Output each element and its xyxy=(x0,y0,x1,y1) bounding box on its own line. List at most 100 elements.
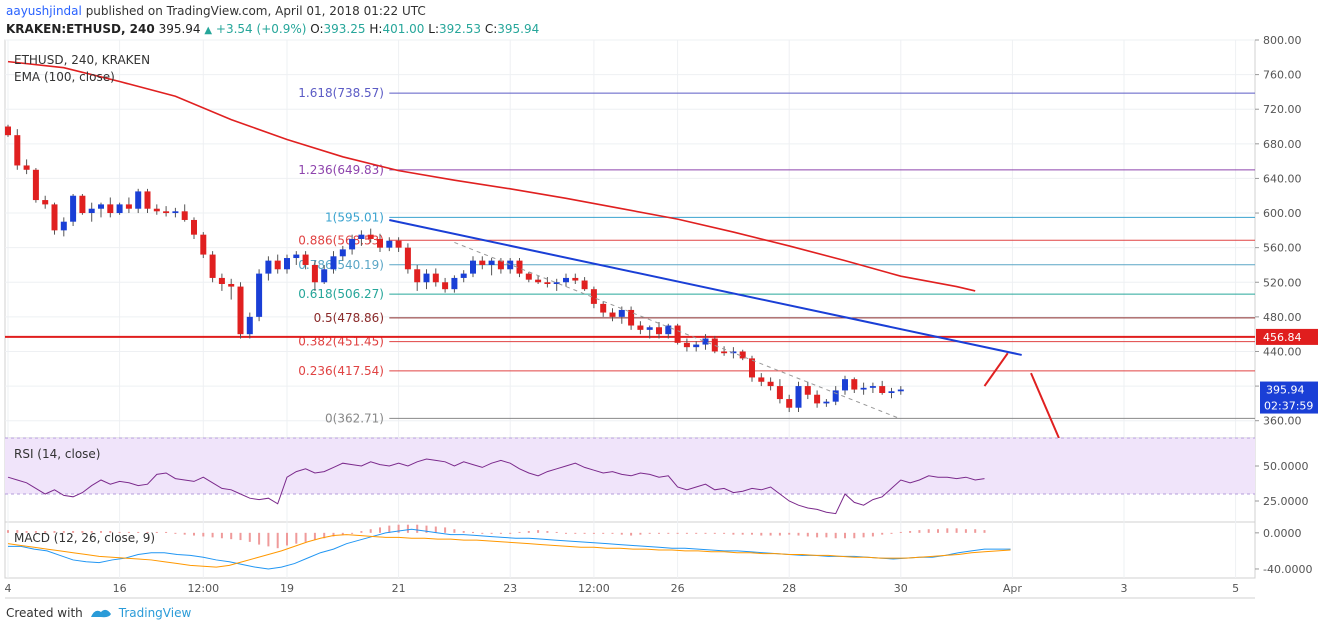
fib-level-label: 0(362.71) xyxy=(325,411,384,425)
macd-histogram-bar xyxy=(286,532,288,546)
footer: Created with TradingView xyxy=(6,606,191,620)
candle-up xyxy=(869,386,876,388)
y-tick-label: 600.00 xyxy=(1263,207,1302,220)
fib-level-label: 0.236(417.54) xyxy=(298,364,384,378)
candle-down xyxy=(637,325,644,330)
fib-level-label: 0.382(451.45) xyxy=(298,335,384,349)
macd-histogram-bar xyxy=(34,531,37,533)
macd-histogram-bar xyxy=(211,532,214,538)
macd-title: MACD (12, 26, close, 9) xyxy=(14,531,155,545)
macd-histogram-bar xyxy=(453,529,456,533)
candle-up xyxy=(70,195,77,222)
macd-histogram-bar xyxy=(620,532,623,535)
candle-down xyxy=(628,309,635,326)
macd-histogram-bar xyxy=(351,532,354,534)
macd-histogram-bar xyxy=(648,532,651,534)
y-tick-label: 680.00 xyxy=(1263,138,1302,151)
macd-histogram-bar xyxy=(499,532,502,534)
candle-up xyxy=(460,273,467,278)
macd-histogram-bar xyxy=(72,531,75,533)
candle-down xyxy=(51,204,58,231)
candle-down xyxy=(767,381,774,387)
price-countdown: 02:37:59 xyxy=(1264,400,1313,413)
candle-down xyxy=(749,358,755,378)
macd-tick-label: 0.0000 xyxy=(1263,527,1302,540)
rsi-title: RSI (14, close) xyxy=(14,447,100,461)
macd-histogram-bar xyxy=(416,524,419,533)
macd-histogram-bar xyxy=(611,532,614,534)
macd-histogram-bar xyxy=(202,532,205,537)
main-pane-title: ETHUSD, 240, KRAKEN xyxy=(14,53,150,67)
rsi-band xyxy=(5,438,1255,494)
candle-down xyxy=(572,277,579,281)
candle-up xyxy=(646,327,653,330)
candle-down xyxy=(674,325,681,343)
candle-down xyxy=(442,282,449,290)
candle-down xyxy=(683,342,690,348)
candle-up xyxy=(553,282,560,284)
macd-histogram-bar xyxy=(983,530,986,533)
candle-up xyxy=(98,204,104,209)
author-link[interactable]: aayushjindal xyxy=(6,4,82,18)
candle-up xyxy=(339,249,346,257)
tradingview-brand[interactable]: TradingView xyxy=(118,606,192,620)
candle-up xyxy=(116,204,123,214)
candle-down xyxy=(786,399,793,408)
macd-histogram-bar xyxy=(509,532,512,534)
macd-histogram-bar xyxy=(100,531,102,533)
macd-histogram-bar xyxy=(825,532,828,538)
last-price: 395.94 xyxy=(158,22,201,36)
macd-histogram-bar xyxy=(323,532,326,539)
candle-up xyxy=(860,387,867,390)
macd-histogram-bar xyxy=(341,532,344,535)
macd-histogram-bar xyxy=(248,532,251,542)
candle-down xyxy=(711,338,718,352)
candle-down xyxy=(32,169,39,201)
fib-level-label: 0.5(478.86) xyxy=(314,311,384,325)
candle-down xyxy=(107,204,114,214)
candle-down xyxy=(535,279,542,283)
macd-histogram-bar xyxy=(518,531,521,533)
macd-histogram-bar xyxy=(462,531,465,533)
macd-histogram-bar xyxy=(444,527,447,533)
candle-up xyxy=(135,191,142,209)
price-tag-label: 395.94 xyxy=(1266,384,1305,397)
candle-up xyxy=(488,260,495,265)
candle-up xyxy=(321,269,328,283)
macd-histogram-bar xyxy=(109,531,112,533)
open-value: 393.25 xyxy=(323,22,366,36)
macd-histogram-bar xyxy=(862,532,865,538)
x-tick-label: 5 xyxy=(1232,582,1239,595)
rsi-tick-label: 50.0000 xyxy=(1263,460,1309,473)
x-tick-label: 19 xyxy=(280,582,294,595)
macd-histogram-bar xyxy=(899,531,902,533)
y-tick-label: 440.00 xyxy=(1263,345,1302,358)
bearish-trendline xyxy=(389,218,1022,356)
candle-up xyxy=(618,309,625,317)
macd-histogram-bar xyxy=(472,531,474,533)
macd-histogram-bar xyxy=(304,532,307,542)
candle-down xyxy=(367,234,374,239)
macd-histogram-bar xyxy=(565,532,567,534)
macd-histogram-bar xyxy=(732,532,735,535)
candle-up xyxy=(246,316,253,335)
macd-histogram-bar xyxy=(946,528,949,533)
resistance-tag-label: 456.84 xyxy=(1263,331,1302,344)
x-tick-label: 26 xyxy=(671,582,685,595)
candle-down xyxy=(377,239,383,248)
y-tick-label: 360.00 xyxy=(1263,415,1302,428)
candle-down xyxy=(42,200,49,205)
close-label: C: xyxy=(484,22,498,36)
macd-histogram-bar xyxy=(713,532,716,534)
y-tick-label: 520.00 xyxy=(1263,276,1302,289)
macd-histogram-bar xyxy=(174,532,177,534)
y-tick-label: 560.00 xyxy=(1263,242,1302,255)
macd-histogram-bar xyxy=(974,529,977,533)
high-label: H: xyxy=(369,22,383,36)
candle-down xyxy=(656,327,662,335)
high-value: 401.00 xyxy=(382,22,425,36)
candle-up xyxy=(693,344,700,348)
macd-histogram-bar xyxy=(667,532,670,534)
candle-up xyxy=(823,401,830,404)
